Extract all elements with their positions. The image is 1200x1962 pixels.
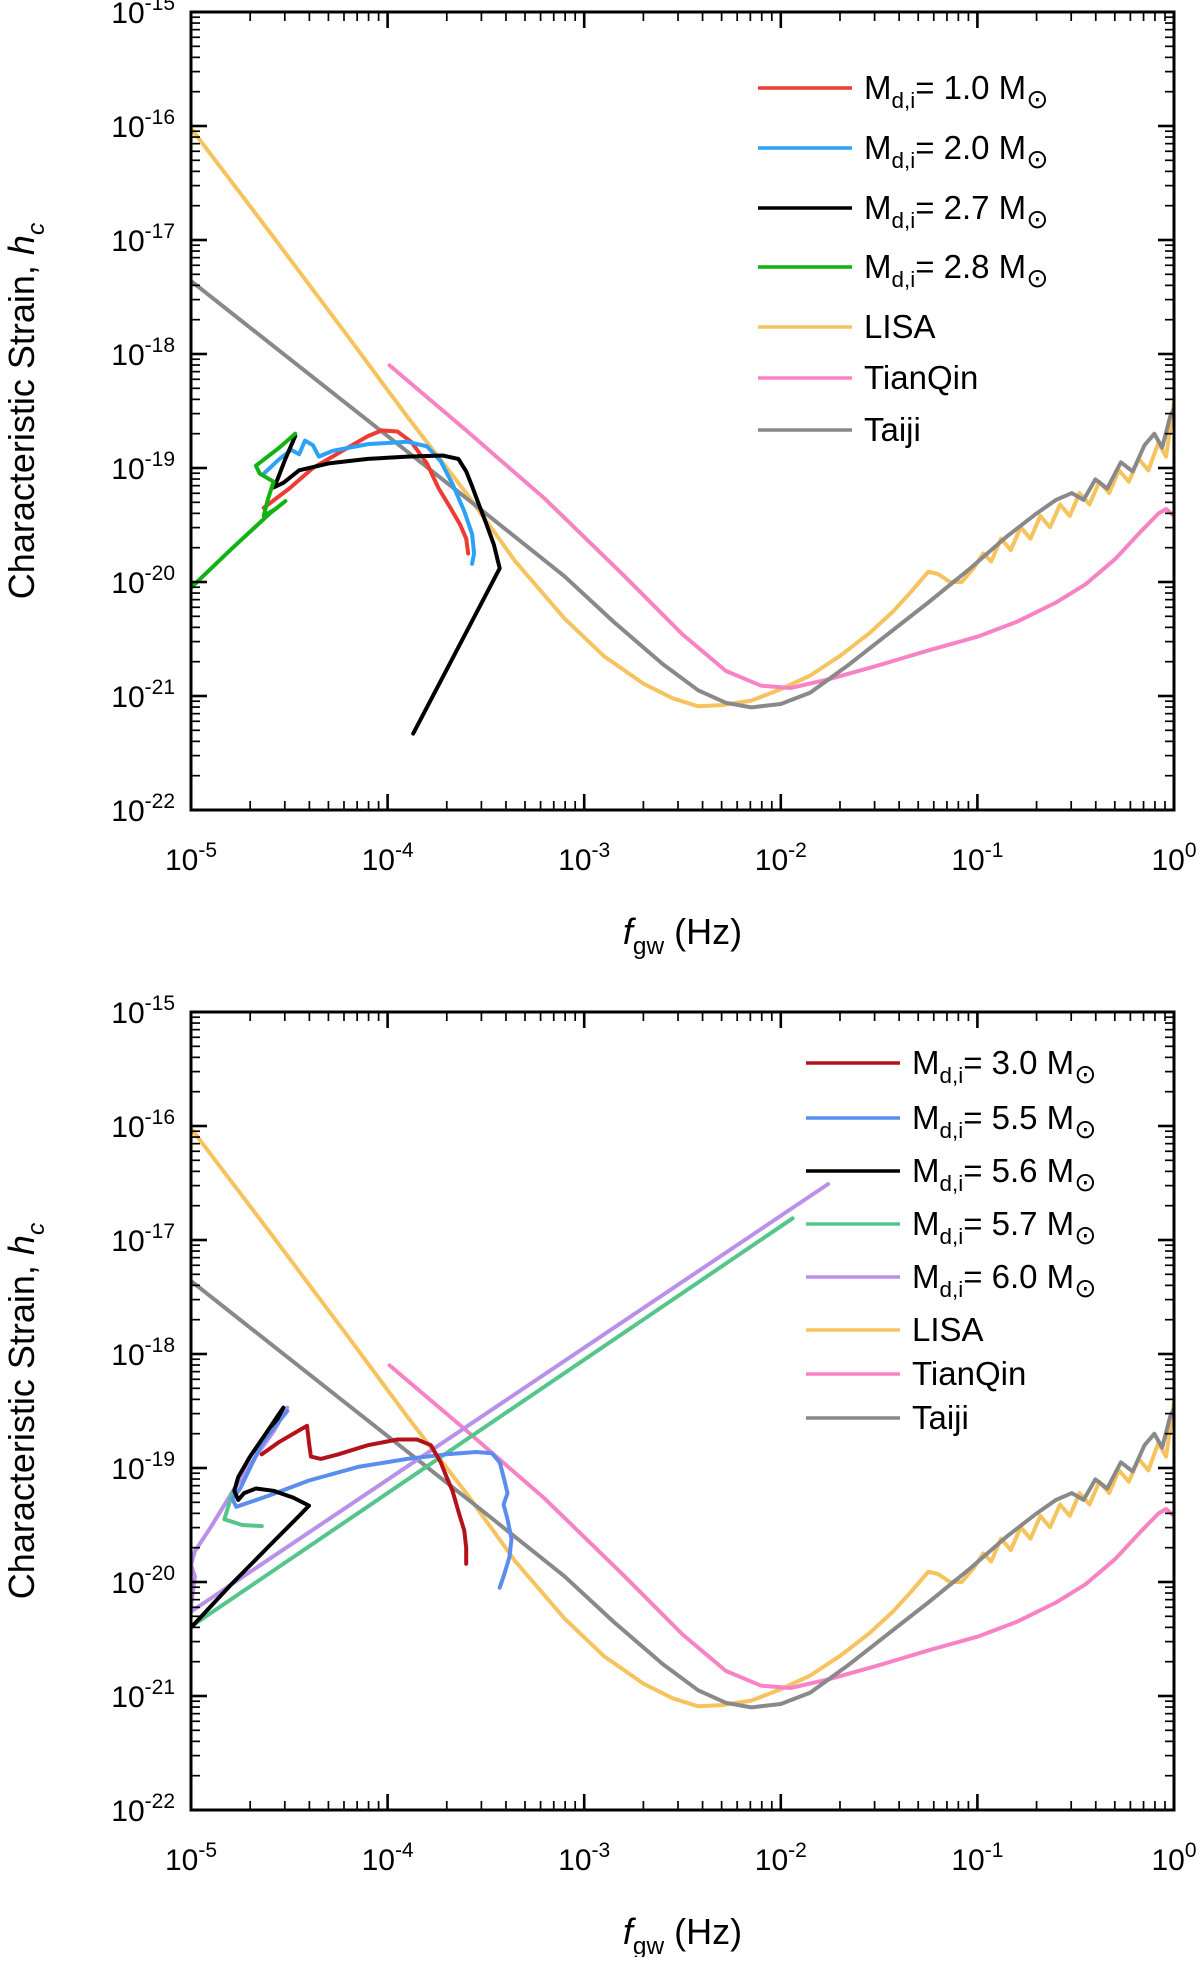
y-tick-label: 10-22	[111, 790, 175, 828]
legend-label: Md,i= 2.8 M⊙	[864, 248, 1048, 293]
x-tick-label: 100	[1151, 1839, 1196, 1877]
x-tick-label: 10-5	[165, 839, 217, 877]
y-tick-label: 10-21	[111, 1676, 175, 1714]
x-tick-label: 10-2	[755, 839, 807, 877]
legend-label: Taiji	[864, 411, 921, 448]
series-Taiji	[191, 279, 1174, 710]
series-Md,i=2.8	[191, 431, 298, 590]
legend: Md,i= 1.0 M⊙ Md,i= 2.0 M⊙ Md,i= 2.7 M⊙ Md,i…	[758, 69, 1048, 448]
legend-label: Md,i= 6.0 M⊙	[912, 1258, 1096, 1303]
legend-label: TianQin	[864, 359, 978, 396]
y-tick-label: 10-20	[111, 562, 175, 600]
series-Taiji	[191, 1279, 1174, 1710]
series-Md,i=6.0	[191, 1182, 830, 1614]
x-tick-label: 10-1	[951, 1839, 1003, 1877]
plot-frame	[189, 10, 1176, 812]
legend-label: Md,i= 1.0 M⊙	[864, 69, 1048, 114]
y-axis-label: Characteristic Strain, hc	[1, 223, 50, 599]
x-tick-label: 10-2	[755, 1839, 807, 1877]
series-Md,i=5.5	[230, 1409, 514, 1590]
legend-label: Taiji	[912, 1399, 969, 1436]
legend-label: Md,i= 5.6 M⊙	[912, 1152, 1096, 1197]
x-tick-label: 10-1	[951, 839, 1003, 877]
y-tick-label: 10-15	[111, 0, 175, 30]
y-axis-label: Characteristic Strain, hc	[1, 1223, 50, 1599]
legend-label: Md,i= 3.0 M⊙	[912, 1044, 1096, 1089]
x-tick-label: 10-3	[558, 1839, 610, 1877]
x-tick-label: 10-4	[362, 839, 414, 877]
series-Md,i=5.7	[222, 1491, 264, 1529]
series-Md,i=5.6	[191, 1405, 311, 1630]
series-TianQin	[387, 1363, 1174, 1690]
y-tick-label: 10-18	[111, 1334, 175, 1372]
legend-label: LISA	[912, 1311, 984, 1348]
series-Md,i=3.0	[259, 1423, 469, 1566]
x-tick-label: 10-5	[165, 1839, 217, 1877]
y-tick-label: 10-16	[111, 1106, 175, 1144]
y-tick-label: 10-16	[111, 106, 175, 144]
y-tick-label: 10-17	[111, 220, 175, 258]
series-Md,i=6.0	[191, 1405, 290, 1610]
y-tick-label: 10-15	[111, 992, 175, 1030]
y-tick-label: 10-19	[111, 1448, 175, 1486]
legend-label: LISA	[864, 308, 936, 345]
series-Md,i=5.7	[191, 1216, 795, 1629]
x-tick-label: 100	[1151, 839, 1196, 877]
y-tick-label: 10-17	[111, 1220, 175, 1258]
legend-label: Md,i= 2.7 M⊙	[864, 189, 1048, 234]
x-tick-label: 10-4	[362, 1839, 414, 1877]
legend-label: Md,i= 5.5 M⊙	[912, 1099, 1096, 1144]
legend: Md,i= 3.0 M⊙ Md,i= 5.5 M⊙ Md,i= 5.6 M⊙ Md,i…	[806, 1044, 1096, 1436]
legend-label: Md,i= 5.7 M⊙	[912, 1205, 1096, 1250]
legend-label: TianQin	[912, 1355, 1026, 1392]
x-tick-label: 10-3	[558, 839, 610, 877]
panel-top: 10-5 10-4 10-3 10-2 10-1 100 10-15 10-16 10-17 10…	[1, 0, 1197, 960]
y-tick-label: 10-18	[111, 334, 175, 372]
series-Md,i=2.0	[261, 438, 477, 566]
y-tick-label: 10-21	[111, 676, 175, 714]
series-TianQin	[387, 363, 1174, 690]
y-tick-label: 10-20	[111, 1562, 175, 1600]
panel-bottom: 10-5 10-4 10-3 10-2 10-1 100 10-15 10-16 10-17 10…	[1, 992, 1197, 1960]
y-tick-label: 10-22	[111, 1790, 175, 1828]
plot-frame	[189, 1010, 1176, 1812]
y-tick-label: 10-19	[111, 448, 175, 486]
curves-group	[191, 126, 1174, 736]
legend-label: Md,i= 2.0 M⊙	[864, 129, 1048, 174]
curves-group	[191, 1126, 1174, 1710]
